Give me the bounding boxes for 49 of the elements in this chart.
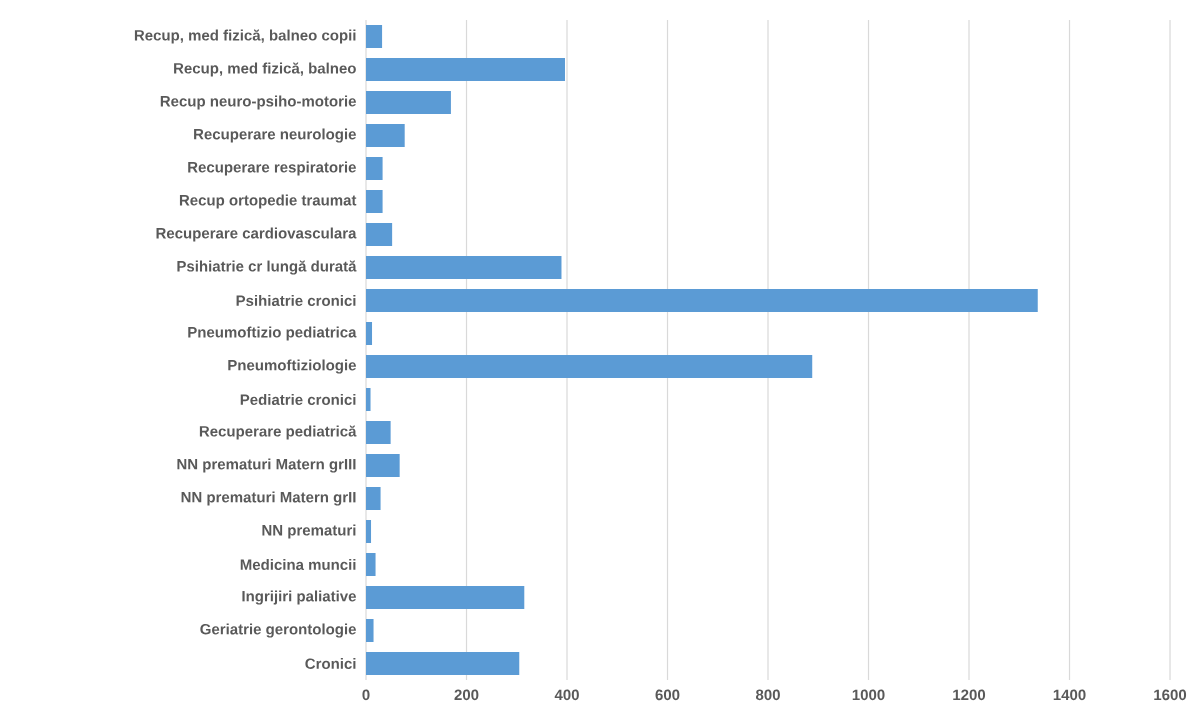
y-tick-label: Pediatrie cronici	[240, 394, 356, 406]
x-tick-label: 800	[755, 689, 780, 701]
bar	[366, 388, 371, 411]
bar	[366, 91, 451, 114]
y-tick-label: Recuperare respiratorie	[188, 161, 356, 176]
y-tick-label: Pneumoftiziologie	[228, 359, 356, 374]
bar	[366, 256, 562, 279]
x-tick-label: 400	[554, 689, 579, 701]
y-tick-label: Cronici	[305, 658, 356, 670]
y-tick-label: Recuperare neurologie	[194, 128, 356, 143]
y-tick-label: Recup ortopedie traumat	[179, 194, 357, 209]
x-tick-label: 0	[362, 689, 370, 701]
bar	[366, 190, 383, 213]
bar	[366, 223, 393, 246]
y-tick-label: Recup neuro-psiho-motorie	[160, 95, 356, 110]
bar	[366, 124, 405, 147]
y-tick-label: NN prematuri Matern grII	[181, 491, 356, 506]
y-tick-label: Recup, med fizică, balneo copii	[134, 29, 356, 44]
bar	[366, 553, 376, 577]
x-tick-label: 1200	[953, 689, 986, 701]
bar	[366, 619, 374, 643]
x-tick-label: 200	[454, 689, 479, 701]
bar	[366, 322, 373, 345]
bar	[366, 58, 565, 81]
y-tick-label: NN prematuri	[262, 524, 356, 539]
y-tick-label: Recuperare pediatrică	[199, 425, 357, 440]
y-tick-label: Recuperare cardiovasculara	[156, 227, 357, 242]
y-tick-label: Recup, med fizică, balneo	[174, 62, 356, 77]
y-tick-label: Medicina muncii	[240, 559, 356, 571]
bar	[366, 487, 381, 511]
y-tick-label: Pneumoftizio pediatrica	[188, 326, 357, 341]
y-tick-label: Ingrijiri paliative	[242, 590, 356, 605]
y-tick-label: NN prematuri Matern grIII	[177, 458, 356, 473]
bar	[366, 586, 525, 610]
bar	[366, 355, 813, 379]
bar	[366, 652, 520, 676]
bar	[366, 421, 391, 445]
bar	[366, 25, 383, 48]
bar	[366, 289, 1038, 312]
y-tick-label: Psihiatrie cr lungă durată	[177, 260, 357, 275]
y-tick-label: Geriatrie gerontologie	[200, 623, 356, 638]
bar	[366, 520, 372, 544]
bar	[366, 157, 383, 180]
x-tick-label: 1000	[852, 689, 885, 701]
y-tick-label: Psihiatrie cronici	[236, 295, 356, 307]
x-tick-label: 1400	[1053, 689, 1086, 701]
x-tick-label: 600	[655, 689, 680, 701]
bar	[366, 454, 400, 478]
x-tick-label: 1600	[1154, 689, 1187, 701]
